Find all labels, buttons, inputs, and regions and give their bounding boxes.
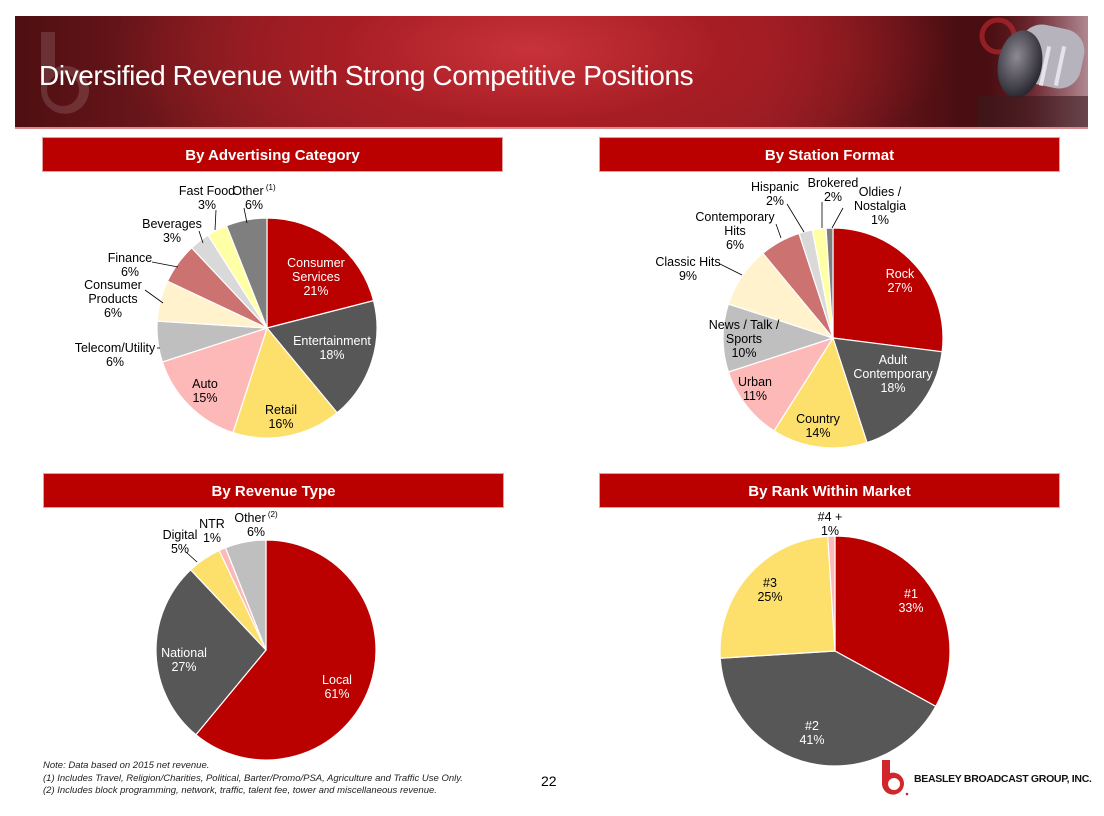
- data-label-retail: Retail 16%: [265, 403, 297, 431]
- section-header-revenue-type: By Revenue Type: [43, 473, 504, 508]
- pie-chart-station-format: Rock 27% Adult Contemporary 18% Country 14% Urb…: [655, 176, 944, 449]
- data-label-rock: Rock 27%: [886, 267, 915, 295]
- data-label-brokered: Brokered 2%: [808, 176, 859, 204]
- data-label-local: Local 61%: [322, 673, 352, 701]
- data-label-fast-food: Fast Food 3%: [179, 184, 235, 212]
- pie-slice-country: [773, 336, 868, 449]
- section-header-rank: By Rank Within Market: [599, 473, 1060, 508]
- pie-slice-national: [155, 568, 267, 736]
- pie-slice-consumer-services: [266, 217, 375, 329]
- data-label-oldies-nostalgia: Oldies / Nostalgia 1%: [854, 185, 906, 227]
- section-header-station-format: By Station Format: [599, 137, 1060, 172]
- leader-line-beverages: [198, 230, 204, 244]
- data-label-other: Other (2) 6%: [234, 510, 278, 539]
- pie-slice-retail: [232, 326, 338, 439]
- data-label-urban: Urban 11%: [738, 375, 772, 403]
- data-label-1: #1 33%: [898, 587, 923, 615]
- leader-line-oldies-nostalgia: [831, 207, 844, 229]
- pie-chart-rank-within-market: #1 33% #2 41% #3 25% #4 +1%: [719, 510, 951, 767]
- pie-slice-4: [827, 535, 836, 652]
- beasley-b-logo-icon: [881, 760, 909, 796]
- data-label-adult-contemporary: Adult Contemporary 18%: [853, 353, 933, 395]
- pie-slice-adult-contemporary: [832, 337, 943, 444]
- data-label-beverages: Beverages 3%: [142, 217, 202, 245]
- pie-chart-revenue-type: Local 61% National 27% Digital 5%NTR 1% Other (…: [155, 510, 377, 761]
- pie-slice-oldies-nostalgia: [825, 227, 834, 339]
- pie-slice-2: [719, 650, 937, 767]
- company-name: BEASLEY BROADCAST GROUP, INC.: [914, 773, 1092, 785]
- pie-slice-auto: [161, 327, 268, 434]
- data-label-telecom-utility: Telecom/Utility 6%: [75, 341, 156, 369]
- leader-line-contemporary-hits: [775, 223, 782, 239]
- pie-slice-other: [224, 539, 267, 651]
- leader-line-digital: [185, 551, 198, 563]
- data-label-2: #2 41%: [799, 719, 824, 747]
- leader-line-classic-hits: [719, 263, 743, 276]
- data-label-hispanic: Hispanic 2%: [751, 180, 799, 208]
- leader-line-other: [243, 207, 248, 224]
- pie-slice-entertainment: [265, 299, 378, 414]
- data-label-auto: Auto 15%: [192, 377, 218, 405]
- data-label-finance: Finance 6%: [108, 251, 153, 279]
- data-label-4: #4 +1%: [818, 510, 843, 538]
- page-title: Diversified Revenue with Strong Competit…: [39, 60, 694, 91]
- pie-slice-rock: [832, 227, 944, 353]
- page-number: 22: [541, 773, 557, 789]
- pie-slice-3: [719, 535, 836, 659]
- leader-line-hispanic: [786, 203, 805, 233]
- company-logo: BEASLEY BROADCAST GROUP, INC.: [878, 760, 1098, 796]
- data-label-contemporary-hits: Contemporary Hits 6%: [695, 210, 775, 252]
- data-label-ntr: NTR 1%: [199, 517, 225, 545]
- pie-chart-advertising-category: Consumer Services 21% Entertainment 18% Retai…: [75, 183, 378, 439]
- footnote-1: (1) Includes Travel, Religion/Charities,…: [43, 772, 463, 784]
- footnotes: Note: Data based on 2015 net revenue. (1…: [43, 760, 463, 798]
- data-label-entertainment: Entertainment 18%: [293, 334, 371, 362]
- data-label-news-talk-sports: News / Talk / Sports 10%: [709, 318, 780, 360]
- beasley-b-watermark-icon: [41, 32, 89, 114]
- pie-slice-urban: [727, 336, 835, 432]
- data-label-country: Country 14%: [796, 412, 841, 440]
- leader-line-finance: [151, 261, 179, 268]
- header-banner: Diversified Revenue with Strong Competit…: [15, 16, 1088, 129]
- leader-line-consumer-products: [144, 289, 164, 304]
- data-label-national: National 27%: [161, 646, 207, 674]
- pie-slice-local: [195, 539, 377, 761]
- microphone-icon: [978, 16, 1088, 127]
- footnote-note: Note: Data based on 2015 net revenue.: [43, 760, 210, 771]
- leader-line-fast-food: [214, 209, 217, 231]
- footnote-2: (2) Includes block programming, network,…: [43, 785, 437, 796]
- data-label-other: Other (1) 6%: [232, 183, 276, 212]
- data-label-3: #3 25%: [757, 576, 782, 604]
- data-label-digital: Digital 5%: [163, 528, 198, 556]
- data-label-classic-hits: Classic Hits 9%: [655, 255, 720, 283]
- data-label-consumer-services: Consumer Services 21%: [287, 256, 345, 298]
- data-label-consumer-products: Consumer Products 6%: [84, 278, 142, 320]
- section-header-advertising: By Advertising Category: [42, 137, 503, 172]
- pie-slice-1: [834, 535, 951, 708]
